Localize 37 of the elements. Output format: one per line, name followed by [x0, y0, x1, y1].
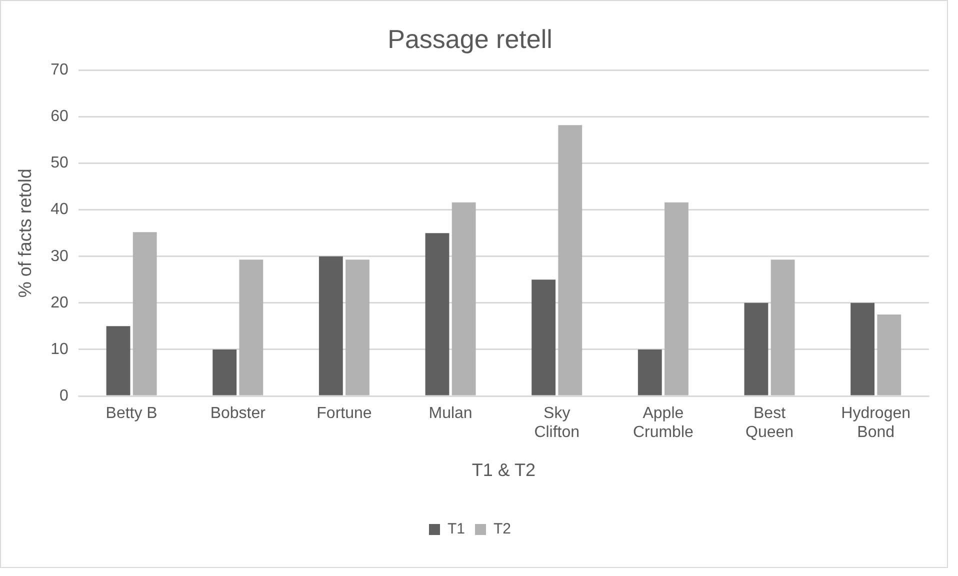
x-tick-label: Hydrogen Bond — [841, 405, 911, 442]
bar — [239, 260, 264, 396]
bar — [877, 314, 902, 396]
bar — [425, 233, 450, 396]
y-tick-label: 0 — [59, 387, 68, 404]
bar — [132, 232, 157, 396]
bar — [346, 260, 370, 396]
bar — [558, 125, 582, 396]
bar — [212, 349, 237, 396]
bar — [106, 326, 130, 396]
y-tick-label: 30 — [50, 248, 68, 265]
x-tick-label: Betty B — [106, 405, 158, 422]
x-tick-label: Apple Crumble — [632, 405, 694, 442]
bar — [850, 302, 875, 396]
bar — [318, 256, 343, 396]
y-tick-label: 70 — [50, 62, 68, 79]
y-tick-label: 10 — [50, 340, 68, 358]
x-tick-label: Sky Clifton — [534, 405, 580, 442]
bar — [638, 349, 662, 396]
y-tick-label: 40 — [50, 201, 68, 218]
x-tick-label: Fortune — [316, 405, 372, 422]
chart-title: Passage retell — [388, 24, 552, 54]
y-tick-label: 20 — [50, 294, 68, 312]
legend-label: T1 — [447, 520, 466, 538]
bar — [452, 202, 476, 396]
bar — [664, 202, 688, 396]
bar — [770, 260, 795, 396]
x-axis-title: T1 & T2 — [472, 460, 536, 480]
x-tick-label: Best Queen — [745, 405, 794, 442]
bar — [532, 280, 556, 396]
x-tick-label: Bobster — [210, 405, 266, 422]
y-tick-label: 50 — [50, 154, 68, 172]
x-tick-label: Mulan — [428, 405, 472, 422]
y-tick-label: 60 — [50, 108, 68, 126]
bar — [744, 302, 768, 396]
y-axis-title: % of facts retold — [14, 168, 35, 298]
legend-label: T2 — [494, 520, 512, 538]
